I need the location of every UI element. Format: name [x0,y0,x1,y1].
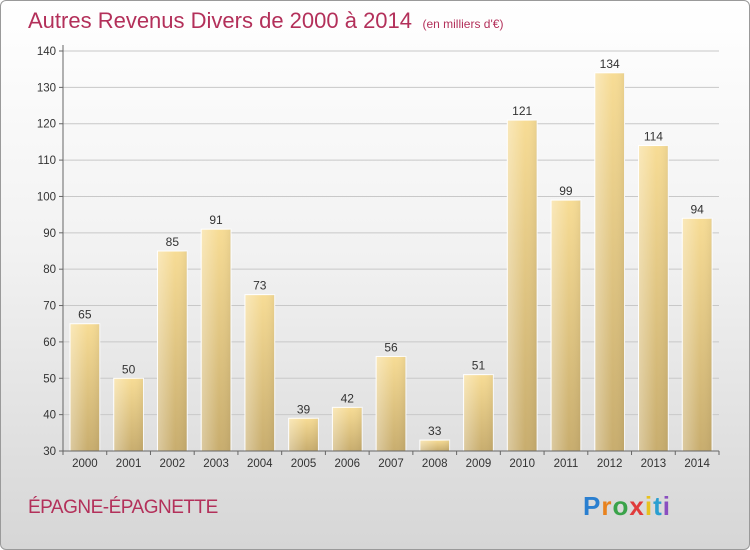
bar-value-label: 134 [600,57,620,71]
bar-highlight [201,229,231,451]
x-tick-label: 2006 [334,458,360,470]
x-tick-label: 2013 [641,458,667,470]
bar-value-label: 94 [690,202,704,216]
y-axis: 30 40 50 60 70 80 90 100 110 120 130 140 [37,45,64,458]
x-tick-label: 2001 [116,458,142,470]
bar-value-label: 73 [253,279,267,293]
x-tick-label: 2005 [291,458,317,470]
bar-highlight [463,374,494,451]
bar-highlight [69,323,100,451]
bar-value-label: 56 [384,340,398,354]
y-tick-label: 90 [43,228,56,240]
bar-highlight [157,251,188,451]
bar-value-label: 51 [472,359,486,373]
logo-letter: i [662,491,671,521]
x-axis: 2000 2001 2002 2003 2004 2005 2006 2007 2008 2009… [62,450,720,470]
bar-highlight [244,294,275,451]
logo-letter: r [601,491,613,521]
bar-highlight [507,120,538,451]
bars: 65 50 85 91 73 39 42 56 33 51 121 99 134 114 94 [69,57,713,452]
x-tick-label: 2007 [378,458,404,470]
logo-letter: o [612,491,630,521]
proxiti-logo: Proxiti [583,491,671,522]
y-tick-label: 30 [43,446,56,458]
bar-value-label: 99 [559,184,573,198]
chart-title: Autres Revenus Divers de 2000 à 2014 [28,8,413,33]
x-tick-label: 2012 [597,458,623,470]
x-tick-label: 2011 [554,458,579,470]
y-tick-label: 70 [43,301,56,313]
y-tick-label: 80 [43,264,56,276]
x-tick-label: 2008 [422,458,448,470]
x-tick-label: 2009 [466,458,492,470]
commune-name: ÉPAGNE-ÉPAGNETTE [28,497,218,518]
bar-value-label: 65 [78,308,92,322]
x-tick-label: 2014 [684,458,710,470]
y-tick-label: 40 [43,410,56,422]
x-tick-label: 2003 [203,458,229,470]
y-tick-label: 50 [43,373,56,385]
bar-value-label: 85 [166,235,180,249]
y-tick-label: 130 [37,82,56,94]
chart-title-block: Autres Revenus Divers de 2000 à 2014 (en… [28,8,503,34]
bar-value-label: 42 [341,391,355,405]
bar-highlight [288,418,319,451]
bar-highlight [638,145,669,451]
bar-highlight [682,218,713,451]
logo-letter: t [653,491,663,521]
logo-letter: i [644,491,654,521]
bar-value-label: 33 [428,424,442,438]
bar-highlight [419,440,450,451]
x-tick-label: 2004 [247,458,273,470]
bar-value-label: 121 [512,104,532,118]
x-tick-label: 2002 [160,458,186,470]
bar-value-label: 39 [297,402,311,416]
chart-subtitle: (en milliers d'€) [422,17,504,31]
bar-highlight [594,72,625,452]
y-tick-label: 120 [37,119,56,131]
bar-highlight [332,407,363,451]
bar-highlight [113,378,144,451]
bar-value-label: 114 [644,130,663,144]
bar-value-label: 50 [122,362,136,376]
logo-letter: P [583,491,602,521]
bar-value-label: 91 [209,213,223,227]
bar-highlight [376,356,406,451]
logo-letter: x [629,491,645,521]
bar-highlight [551,200,581,451]
y-tick-label: 100 [37,191,56,203]
x-tick-label: 2000 [72,458,98,470]
y-tick-label: 140 [37,46,56,58]
y-tick-label: 110 [38,155,56,167]
y-tick-label: 60 [43,337,56,349]
x-tick-label: 2010 [509,458,535,470]
